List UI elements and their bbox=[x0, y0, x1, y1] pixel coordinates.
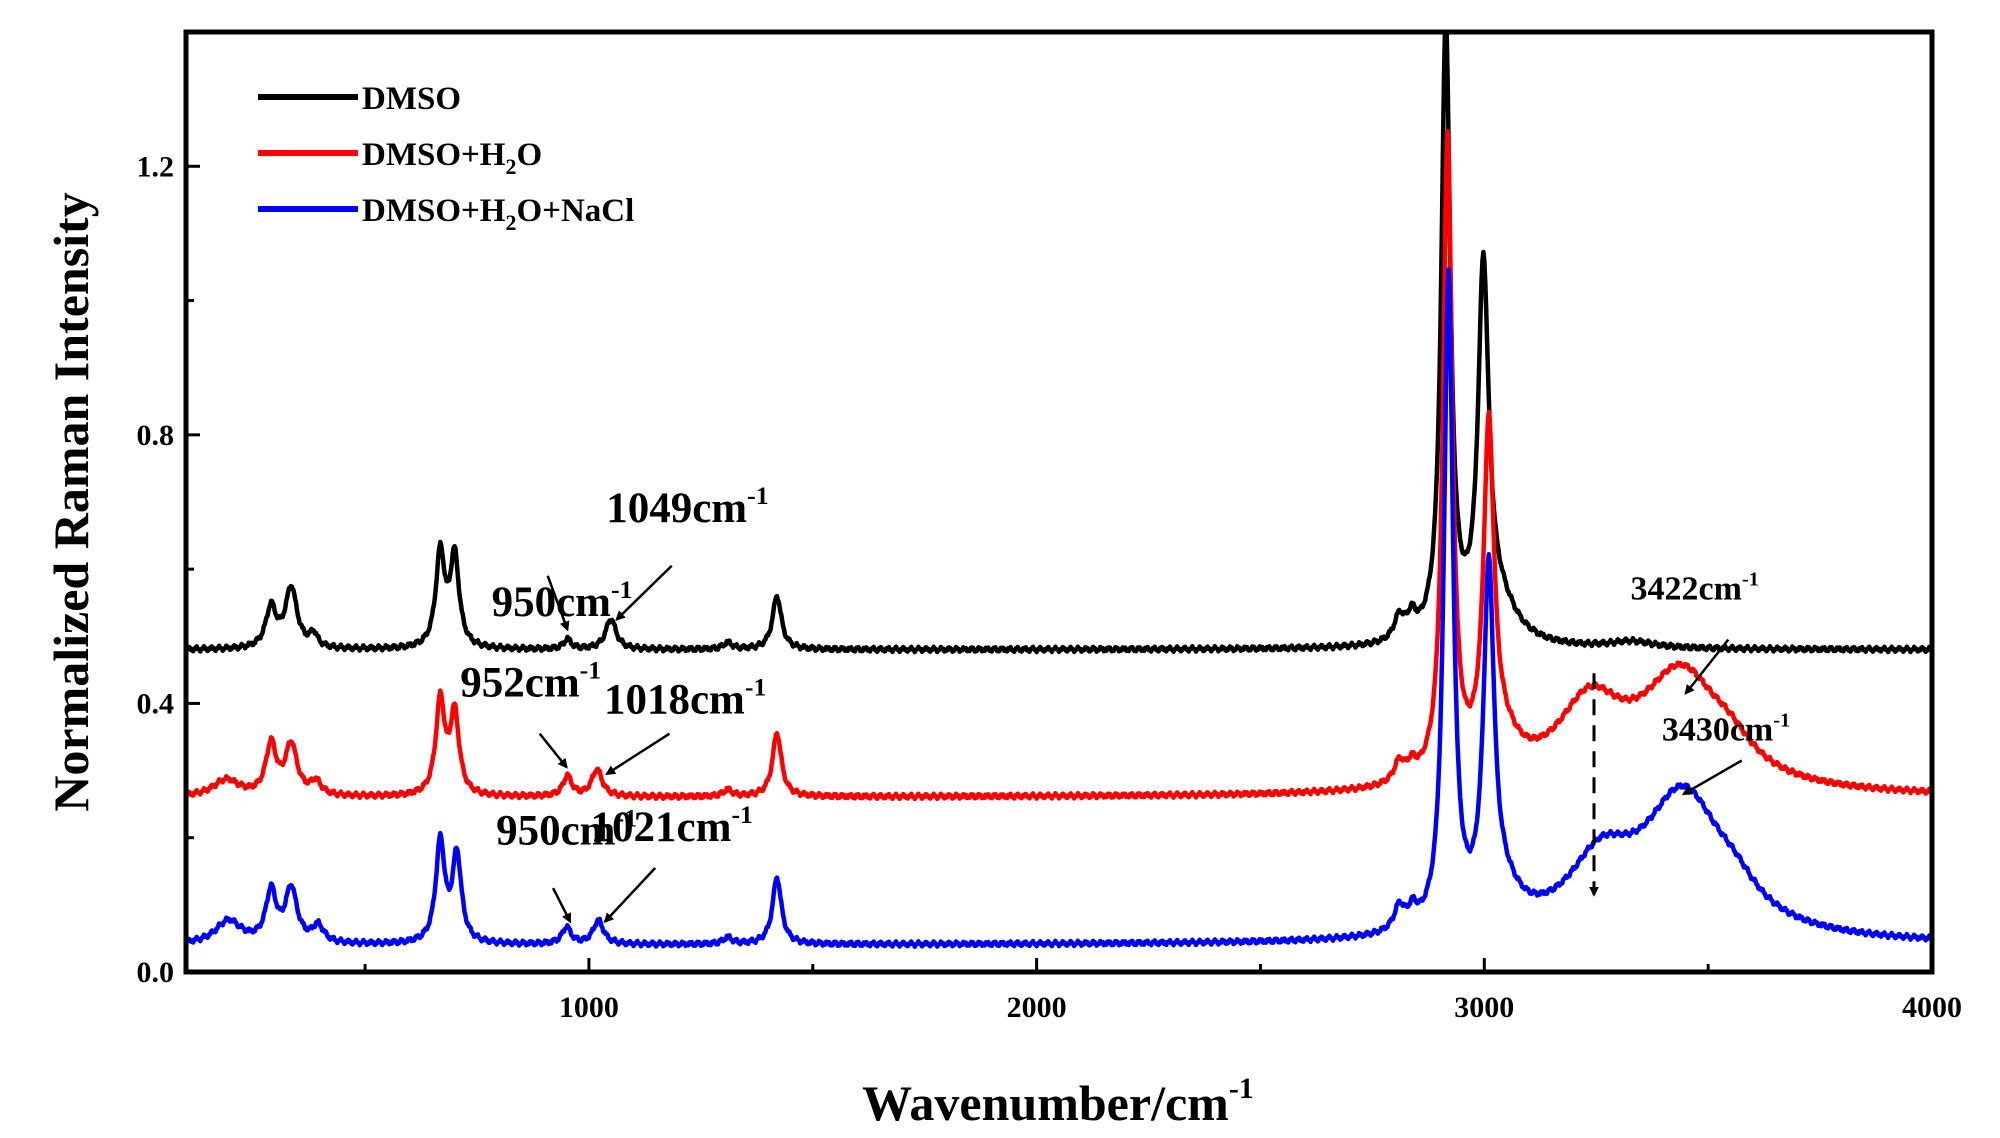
x-tick-label: 1000 bbox=[559, 991, 619, 1024]
peak-annotation-arrow bbox=[1684, 638, 1730, 695]
peak-annotation-arrow bbox=[1681, 759, 1743, 796]
x-axis-title-text: Wavenumber/cm bbox=[862, 1075, 1229, 1131]
peak-annotation-arrow bbox=[603, 867, 657, 924]
legend-label-dmso-h2o: DMSO+H2O bbox=[362, 137, 542, 179]
x-axis-ticks: 1000 2000 3000 4000 bbox=[363, 958, 1962, 1024]
peak-annotation-label: 950cm-1 bbox=[496, 803, 637, 854]
y-axis-title: Normalized Raman Intensity bbox=[43, 192, 99, 811]
legend-label-dmso: DMSO bbox=[362, 81, 461, 117]
series-layer bbox=[186, 32, 1932, 949]
x-axis-title-sup: -1 bbox=[1229, 1072, 1254, 1105]
peak-annotation-arrow bbox=[546, 575, 570, 632]
annotation-layer: 950cm-11049cm-1952cm-11018cm-1950cm-1102… bbox=[460, 481, 1790, 924]
peak-annotation-label: 1049cm-1 bbox=[606, 481, 768, 532]
y-tick-label: 1.2 bbox=[137, 150, 175, 183]
y-tick-label: 0.0 bbox=[137, 956, 175, 989]
x-tick-label: 4000 bbox=[1902, 991, 1962, 1024]
series-line-dmso-h2o bbox=[186, 129, 1932, 802]
x-tick-label: 2000 bbox=[1007, 991, 1067, 1024]
plot-frame bbox=[183, 29, 1935, 975]
peak-annotation-arrow bbox=[615, 564, 673, 621]
peak-annotation-arrow bbox=[551, 887, 572, 924]
y-tick-label: 0.8 bbox=[137, 419, 175, 452]
peak-annotation-label: 1021cm-1 bbox=[591, 800, 753, 851]
legend: DMSO DMSO+H2O DMSO+H2O+NaCl bbox=[258, 81, 634, 235]
series-line-dmso-h2o-nacl bbox=[186, 267, 1932, 949]
peak-annotation-label: 3430cm-1 bbox=[1662, 709, 1790, 748]
x-axis-title: Wavenumber/cm-1 bbox=[862, 1072, 1254, 1131]
x-tick-label: 3000 bbox=[1454, 991, 1514, 1024]
peak-annotation-label: 952cm-1 bbox=[460, 656, 601, 707]
peak-annotation-label: 3422cm-1 bbox=[1631, 568, 1759, 607]
series-line-dmso bbox=[186, 32, 1932, 655]
legend-label-dmso-h2o-nacl: DMSO+H2O+NaCl bbox=[362, 193, 634, 235]
peak-annotation-label: 1018cm-1 bbox=[604, 673, 766, 724]
y-tick-label: 0.4 bbox=[137, 687, 175, 720]
y-axis-ticks: 0.0 0.4 0.8 1.2 bbox=[137, 150, 200, 989]
peak-annotation-arrow bbox=[538, 732, 568, 769]
peak-annotation-arrow bbox=[605, 732, 671, 776]
